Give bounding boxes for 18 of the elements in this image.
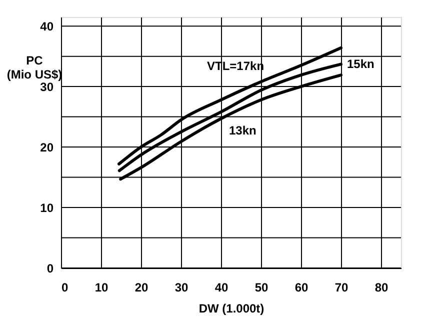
y-tick-label: 20 bbox=[40, 140, 54, 155]
y-tick-label: 30 bbox=[40, 80, 54, 94]
x-tick-label: 60 bbox=[294, 280, 308, 294]
x-tick-label: 80 bbox=[374, 280, 388, 294]
x-axis-title: DW (1.000t) bbox=[198, 302, 264, 316]
x-tick-label: 0 bbox=[62, 280, 68, 294]
x-tick-label: 40 bbox=[214, 280, 228, 294]
y-tick-label: 0 bbox=[46, 262, 54, 276]
y-axis-title: PC (Mio US$) bbox=[6, 54, 62, 82]
y-tick-label: 40 bbox=[40, 20, 54, 34]
series-label: 15kn bbox=[347, 57, 374, 72]
x-tick-label: 10 bbox=[94, 280, 108, 294]
x-tick-label: 70 bbox=[334, 280, 348, 294]
series-label: 13kn bbox=[229, 124, 256, 138]
x-tick-label: 20 bbox=[134, 280, 148, 294]
x-tick-label: 50 bbox=[254, 280, 268, 294]
x-tick-label: 30 bbox=[174, 280, 188, 294]
y-tick-label: 10 bbox=[40, 201, 54, 216]
